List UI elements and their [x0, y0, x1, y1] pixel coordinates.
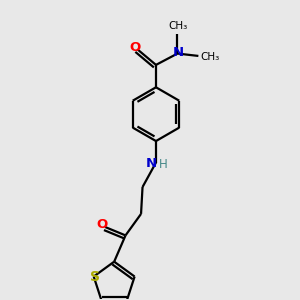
Text: N: N: [145, 157, 157, 169]
Text: O: O: [129, 41, 141, 54]
Text: S: S: [90, 269, 100, 284]
Text: N: N: [172, 46, 184, 59]
Text: CH₃: CH₃: [168, 21, 188, 31]
Text: CH₃: CH₃: [201, 52, 220, 62]
Text: H: H: [159, 158, 168, 170]
Text: O: O: [97, 218, 108, 231]
